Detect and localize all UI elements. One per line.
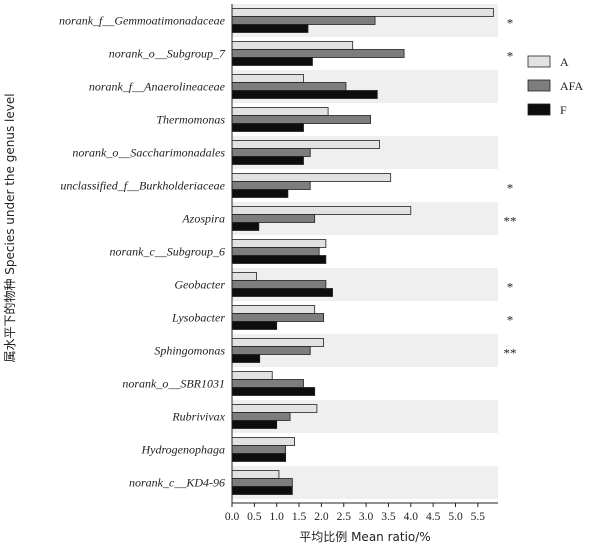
significance-mark: ** bbox=[504, 346, 517, 361]
category-label: unclassified_f__Burkholderiaceae bbox=[60, 179, 225, 193]
bar-afa-9 bbox=[231, 313, 325, 322]
category-label: Lysobacter bbox=[171, 311, 225, 325]
x-tick-label: 4.5 bbox=[426, 511, 441, 523]
x-tick-label: 3.5 bbox=[381, 511, 396, 523]
x-axis: 0.0 0.5 1.0 1.5 2.0 2.5 3.0 3.5 4.0 4.5 5.0 5.5 bbox=[225, 4, 498, 523]
bar-afa-14 bbox=[231, 478, 293, 487]
x-tick-label: 2.0 bbox=[314, 511, 329, 523]
x-tick-label: 4.0 bbox=[404, 511, 419, 523]
x-tick-label: 2.5 bbox=[337, 511, 352, 523]
category-label: norank_c__Subgroup_6 bbox=[109, 245, 225, 259]
bar-afa-3 bbox=[231, 115, 371, 124]
bar-a-8 bbox=[231, 272, 257, 281]
x-axis-title: 平均比例 Mean ratio/% bbox=[299, 530, 430, 544]
category-label: norank_o__Subgroup_7 bbox=[109, 47, 226, 61]
bar-a-7 bbox=[231, 239, 327, 248]
bar-afa-7 bbox=[231, 247, 320, 256]
bar-f-8 bbox=[231, 288, 333, 297]
bar-a-12 bbox=[231, 404, 318, 413]
bar-f-11 bbox=[231, 387, 316, 396]
bar-a-9 bbox=[231, 305, 316, 314]
legend-label-f: F bbox=[560, 103, 567, 117]
bar-afa-10 bbox=[231, 346, 311, 355]
bar-a-11 bbox=[231, 371, 273, 380]
category-label: Sphingomonas bbox=[154, 344, 225, 358]
bar-f-1 bbox=[231, 57, 313, 66]
bar-a-10 bbox=[231, 338, 325, 347]
bar-a-13 bbox=[231, 437, 295, 446]
bar-a-14 bbox=[231, 470, 280, 479]
bar-afa-11 bbox=[231, 379, 304, 388]
bar-f-7 bbox=[231, 255, 327, 264]
x-tick-label: 0.5 bbox=[247, 511, 262, 523]
bar-f-13 bbox=[231, 453, 287, 462]
x-tick-label: 5.5 bbox=[471, 511, 486, 523]
category-label: Rubrivivax bbox=[171, 410, 225, 424]
bar-f-12 bbox=[231, 420, 278, 429]
y-axis-title: 属水平下的物种 Species under the genus level bbox=[2, 93, 17, 362]
legend: A AFA F bbox=[527, 55, 583, 117]
bar-afa-2 bbox=[231, 82, 347, 91]
category-label: Thermomonas bbox=[156, 113, 225, 127]
significance-mark: ** bbox=[504, 214, 517, 229]
category-label: Hydrogenophaga bbox=[140, 443, 225, 457]
bar-a-4 bbox=[231, 140, 380, 149]
bar-afa-5 bbox=[231, 181, 311, 190]
bar-a-5 bbox=[231, 173, 392, 182]
significance-marks: ********* bbox=[504, 16, 517, 361]
bar-f-14 bbox=[231, 486, 293, 495]
bar-afa-12 bbox=[231, 412, 291, 421]
bar-afa-6 bbox=[231, 214, 316, 223]
category-label: norank_f__Anaerolineaceae bbox=[89, 80, 226, 94]
bar-afa-8 bbox=[231, 280, 327, 289]
bar-afa-4 bbox=[231, 148, 311, 157]
bar-afa-1 bbox=[231, 49, 405, 58]
x-tick-label: 3.0 bbox=[359, 511, 374, 523]
legend-swatch-afa bbox=[527, 79, 551, 92]
category-label: norank_o__Saccharimonadales bbox=[72, 146, 225, 160]
x-tick-label: 1.5 bbox=[292, 511, 307, 523]
bar-f-10 bbox=[231, 354, 261, 363]
legend-label-afa: AFA bbox=[560, 79, 583, 93]
significance-mark: * bbox=[507, 49, 514, 64]
bar-a-1 bbox=[231, 41, 354, 50]
category-label: norank_o__SBR1031 bbox=[122, 377, 225, 391]
bar-f-9 bbox=[231, 321, 278, 330]
bar-a-0 bbox=[231, 8, 494, 17]
bar-f-5 bbox=[231, 189, 289, 198]
category-labels: norank_f__Gemmoatimonadaceae norank_o__Su… bbox=[59, 14, 226, 490]
legend-label-a: A bbox=[560, 55, 569, 69]
legend-swatch-f bbox=[527, 103, 551, 116]
significance-mark: * bbox=[507, 280, 514, 295]
bar-f-3 bbox=[231, 123, 304, 132]
bar-a-3 bbox=[231, 107, 329, 116]
bar-f-6 bbox=[231, 222, 260, 231]
x-tick-label: 5.0 bbox=[448, 511, 463, 523]
bar-f-2 bbox=[231, 90, 378, 99]
significance-mark: * bbox=[507, 181, 514, 196]
bar-f-0 bbox=[231, 24, 309, 33]
category-label: Geobacter bbox=[174, 278, 225, 292]
bar-afa-13 bbox=[231, 445, 287, 454]
category-label: Azospira bbox=[181, 212, 225, 226]
significance-mark: * bbox=[507, 16, 514, 31]
bar-f-4 bbox=[231, 156, 304, 165]
x-tick-label: 1.0 bbox=[270, 511, 285, 523]
category-label: norank_c__KD4-96 bbox=[129, 476, 225, 490]
bar-a-2 bbox=[231, 74, 304, 83]
x-tick-label: 0.0 bbox=[225, 511, 240, 523]
category-label: norank_f__Gemmoatimonadaceae bbox=[59, 14, 226, 28]
bar-a-6 bbox=[231, 206, 412, 215]
significance-mark: * bbox=[507, 313, 514, 328]
legend-swatch-a bbox=[527, 55, 551, 68]
bar-afa-0 bbox=[231, 16, 376, 25]
